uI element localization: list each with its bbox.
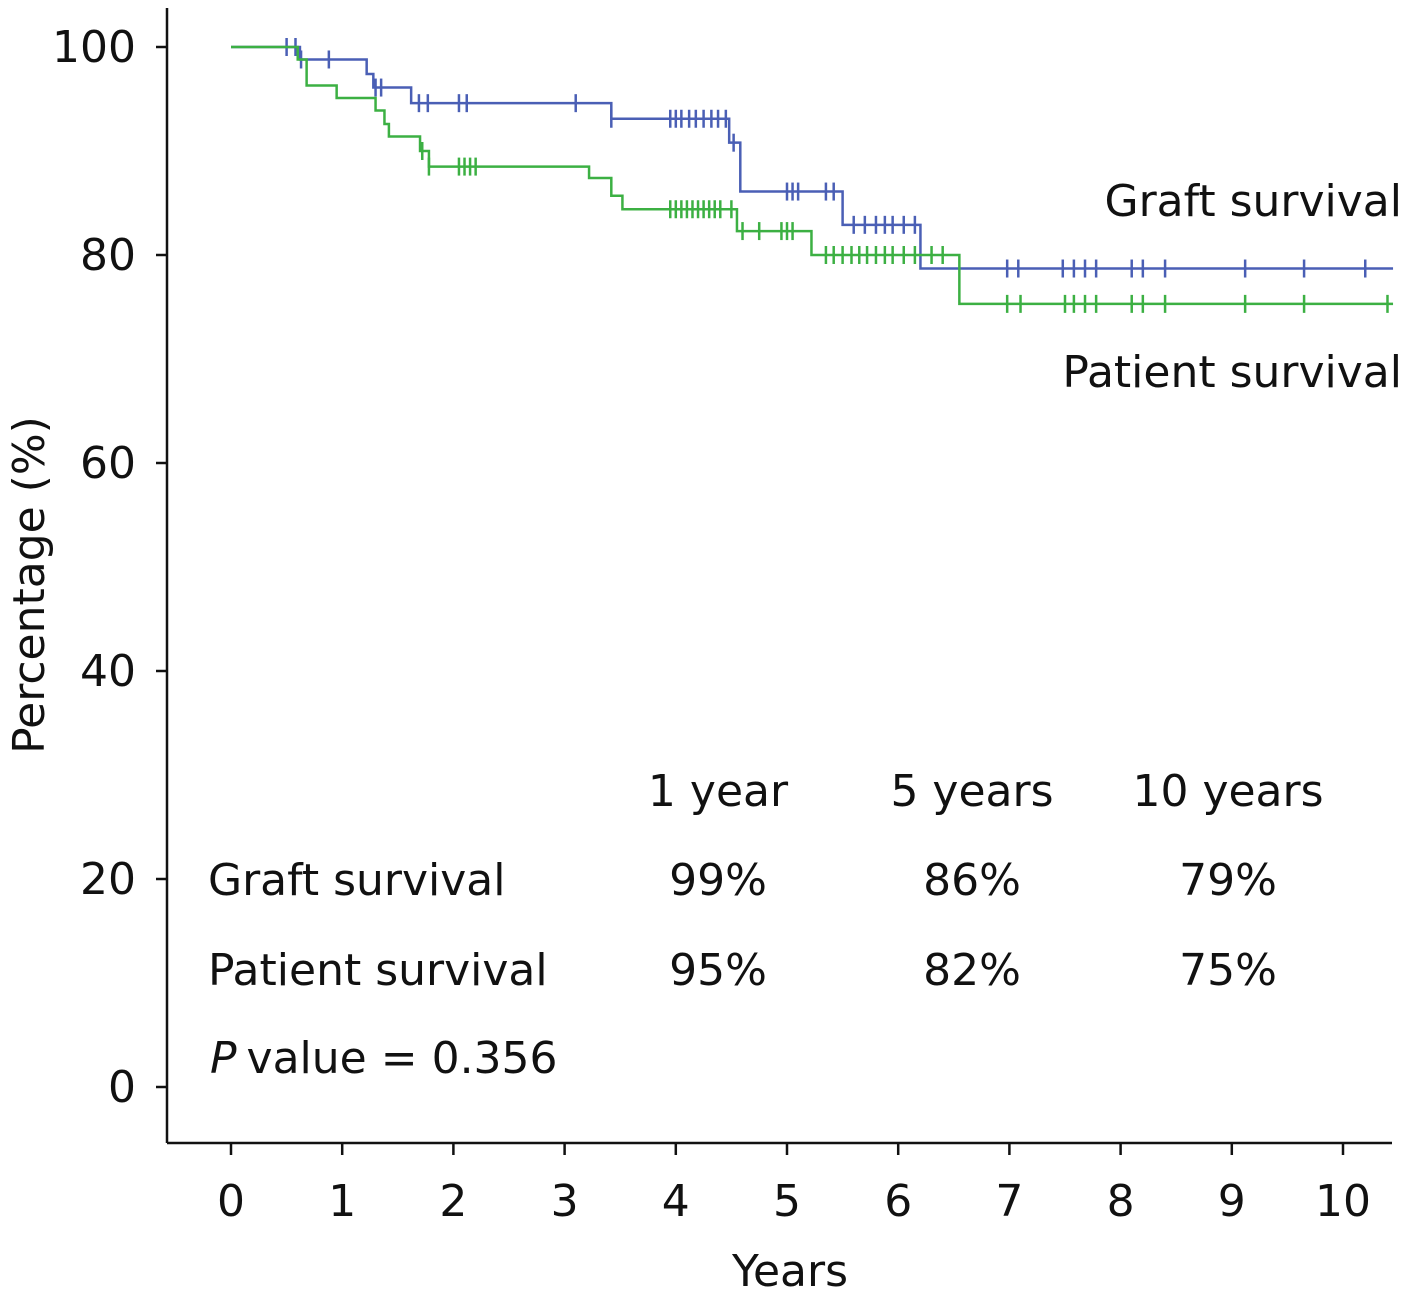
y-axis-title: Percentage (%) <box>4 416 55 754</box>
y-tick-label: 40 <box>80 646 136 697</box>
y-axis-ticks: 0 20 40 60 80 100 <box>52 22 167 1113</box>
y-tick-label: 20 <box>80 854 136 905</box>
table-row-label-patient: Patient survival <box>208 945 548 996</box>
x-axis-ticks: 0 1 2 3 4 5 6 7 8 9 10 <box>217 1143 1371 1227</box>
table-cell-graft-1y: 99% <box>669 855 767 906</box>
series-layer <box>231 38 1394 313</box>
x-tick-label: 8 <box>1107 1176 1135 1227</box>
summary-table: 1 year 5 years 10 years Graft survival 9… <box>208 766 1324 1084</box>
patient-survival-series <box>231 45 1394 313</box>
p-value-symbol: P <box>210 1033 237 1084</box>
table-cell-patient-5y: 82% <box>923 945 1021 996</box>
table-cell-patient-10y: 75% <box>1179 945 1277 996</box>
x-tick-label: 5 <box>773 1176 801 1227</box>
x-tick-label: 2 <box>439 1176 467 1227</box>
x-tick-label: 4 <box>662 1176 690 1227</box>
curve-label-patient: Patient survival <box>1062 347 1402 398</box>
table-header-10-years: 10 years <box>1132 766 1323 817</box>
y-tick-label: 0 <box>108 1062 136 1113</box>
x-tick-label: 1 <box>328 1176 356 1227</box>
table-cell-patient-1y: 95% <box>669 945 767 996</box>
x-tick-label: 6 <box>884 1176 912 1227</box>
x-tick-label: 10 <box>1315 1176 1371 1227</box>
y-tick-label: 60 <box>80 438 136 489</box>
x-axis-title: Years <box>731 1246 848 1291</box>
curve-label-graft: Graft survival <box>1105 176 1403 227</box>
x-tick-label: 3 <box>551 1176 579 1227</box>
table-header-1-year: 1 year <box>648 766 789 817</box>
table-header-5-years: 5 years <box>890 766 1053 817</box>
p-value-text: value = 0.356 <box>247 1033 558 1084</box>
x-tick-label: 7 <box>995 1176 1023 1227</box>
x-tick-label: 9 <box>1218 1176 1246 1227</box>
graft-survival-series <box>231 38 1394 278</box>
x-tick-label: 0 <box>217 1176 245 1227</box>
y-tick-label: 100 <box>52 22 136 73</box>
table-cell-graft-10y: 79% <box>1179 855 1277 906</box>
table-row-label-graft: Graft survival <box>208 855 506 906</box>
y-tick-label: 80 <box>80 230 136 281</box>
table-cell-graft-5y: 86% <box>923 855 1021 906</box>
